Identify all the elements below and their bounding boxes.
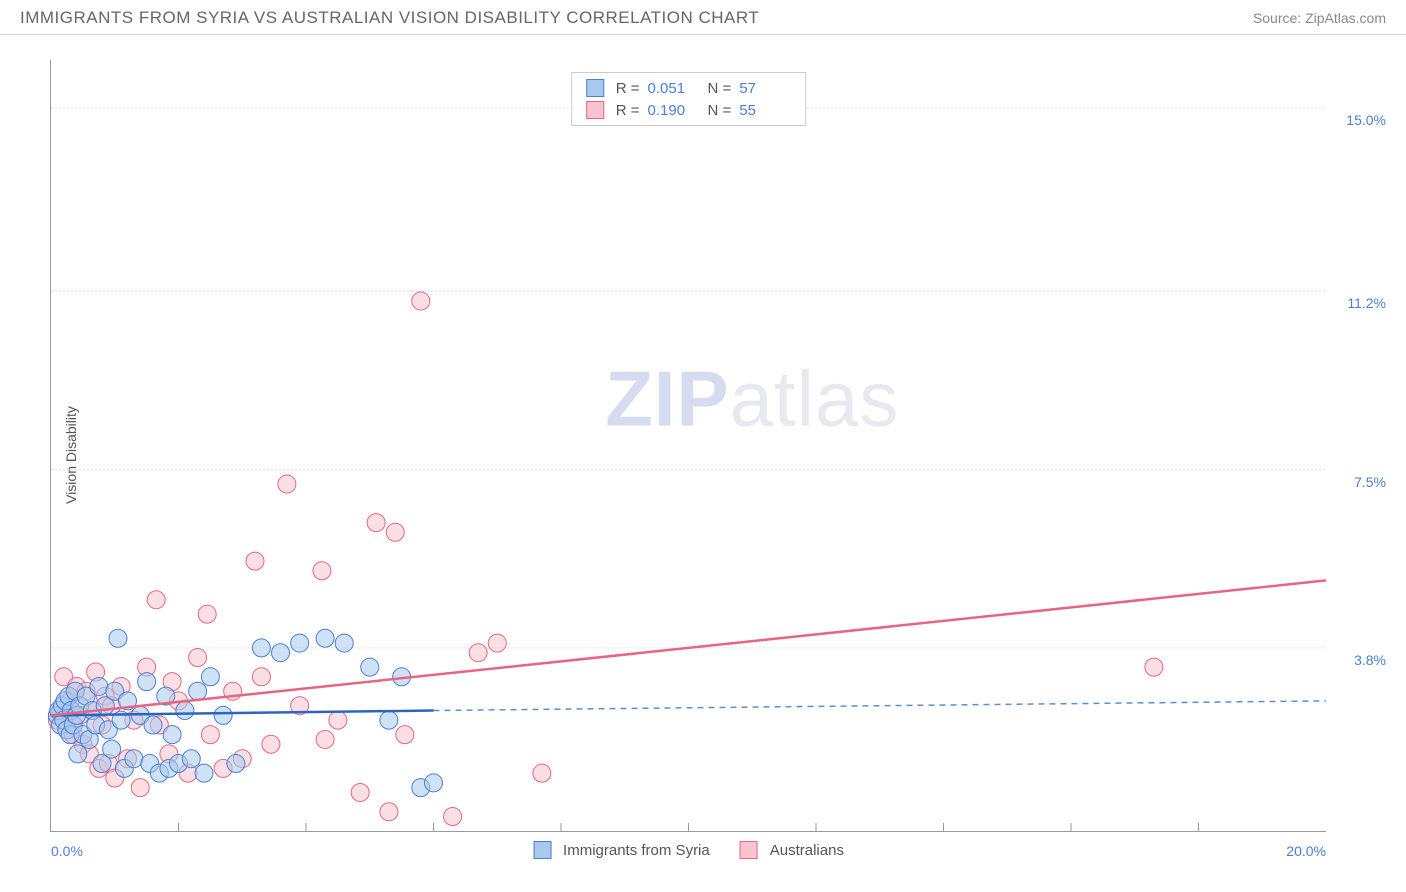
legend-swatch (533, 841, 551, 859)
plot-area: ZIPatlas R =0.051N =57R =0.190N =55 Immi… (50, 60, 1326, 832)
stats-legend-box: R =0.051N =57R =0.190N =55 (571, 72, 807, 126)
chart-header: IMMIGRANTS FROM SYRIA VS AUSTRALIAN VISI… (0, 0, 1406, 35)
legend-swatch (586, 79, 604, 97)
legend-item: Immigrants from Syria (533, 841, 710, 859)
legend-label: Australians (770, 842, 844, 859)
y-tick-label: 11.2% (1347, 295, 1386, 311)
legend-label: Immigrants from Syria (563, 842, 710, 859)
chart-area: Vision Disability ZIPatlas R =0.051N =57… (50, 48, 1396, 862)
chart-svg (51, 60, 1326, 831)
series-legend: Immigrants from Syria Australians (533, 841, 844, 859)
y-tick-label: 7.5% (1354, 474, 1386, 490)
chart-source: Source: ZipAtlas.com (1253, 10, 1386, 26)
legend-item: Australians (740, 841, 844, 859)
stats-row: R =0.190N =55 (586, 99, 792, 121)
legend-swatch (586, 101, 604, 119)
y-tick-label: 15.0% (1346, 112, 1386, 128)
x-tick-label: 20.0% (1286, 843, 1326, 859)
x-tick-label: 0.0% (51, 843, 83, 859)
stats-row: R =0.051N =57 (586, 77, 792, 99)
y-tick-label: 3.8% (1354, 652, 1386, 668)
chart-title: IMMIGRANTS FROM SYRIA VS AUSTRALIAN VISI… (20, 8, 759, 28)
legend-swatch (740, 841, 758, 859)
